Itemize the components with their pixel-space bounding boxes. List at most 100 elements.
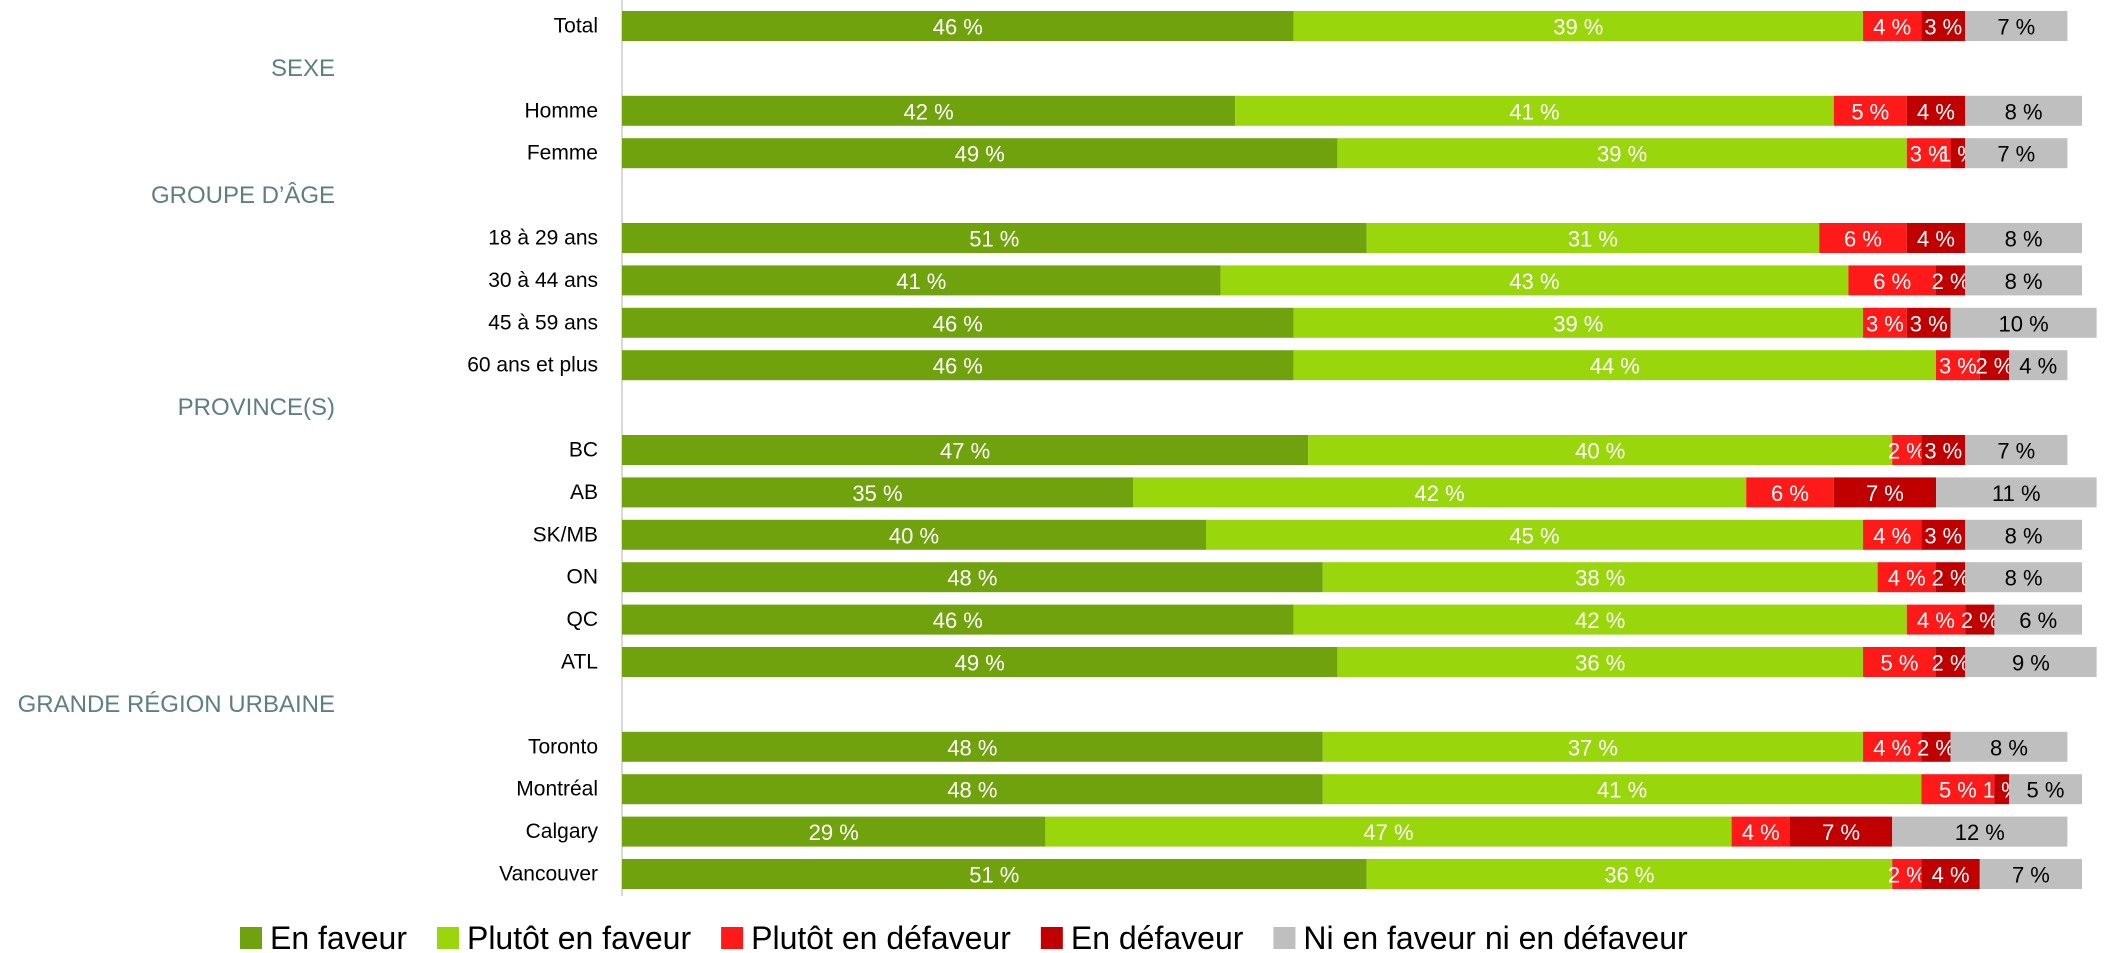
value-label: 11 % xyxy=(1992,481,2041,506)
bar-segment xyxy=(1235,95,1834,126)
value-label: 2 % xyxy=(1888,863,1926,888)
value-label: 4 % xyxy=(1873,523,1911,548)
category-label: 30 à 44 ans xyxy=(488,269,598,292)
category-label: ATL xyxy=(561,651,598,674)
category-label: 45 à 59 ans xyxy=(488,311,598,334)
value-label: 38 % xyxy=(1575,566,1625,591)
bar-segment xyxy=(2009,350,2068,381)
bar-segment xyxy=(1994,774,2009,805)
value-label: 6 % xyxy=(1873,269,1911,294)
category-label: Montréal xyxy=(516,778,598,801)
bar-segment xyxy=(1877,562,1936,593)
value-label: 36 % xyxy=(1575,651,1625,676)
value-label: 46 % xyxy=(933,311,983,336)
value-label: 8 % xyxy=(2005,523,2043,548)
bar-segment xyxy=(622,562,1323,593)
value-label: 8 % xyxy=(2005,227,2043,252)
bar-segment xyxy=(1906,95,1966,126)
value-label: 8 % xyxy=(2005,566,2043,591)
bar-segment xyxy=(2009,774,2082,805)
bar-segment xyxy=(1337,647,1863,677)
value-label: 4 % xyxy=(1917,99,1955,124)
value-label: 3 % xyxy=(1910,311,1948,336)
bar-segment xyxy=(1936,350,1980,381)
bar-segment xyxy=(1965,604,1995,635)
bar-segment xyxy=(1921,731,1951,762)
bar-segment xyxy=(622,11,1294,41)
bar-segment xyxy=(1965,265,2082,296)
category-label: ON xyxy=(567,566,599,589)
group-header: SEXE xyxy=(271,55,335,82)
value-label: 31 % xyxy=(1568,227,1618,252)
bar-segment xyxy=(622,95,1236,126)
bar-segment xyxy=(1863,11,1922,41)
value-label: 3 % xyxy=(1939,354,1977,379)
value-label: 42 % xyxy=(1575,608,1625,633)
value-label: 4 % xyxy=(1917,227,1955,252)
bar-segment xyxy=(1293,350,1936,381)
bar-segment xyxy=(622,477,1133,508)
value-label: 7 % xyxy=(2012,863,2050,888)
bar-segment xyxy=(1293,604,1907,635)
legend-swatch xyxy=(240,927,262,949)
bar-segment xyxy=(1965,223,2082,253)
bar-segment xyxy=(1906,223,1966,253)
bar-segment xyxy=(1892,435,1922,465)
value-label: 7 % xyxy=(1866,481,1904,506)
value-label: 41 % xyxy=(896,269,946,294)
value-label: 39 % xyxy=(1553,15,1603,40)
bar-segment xyxy=(1921,859,1980,889)
category-label: Total xyxy=(554,15,598,38)
value-label: 47 % xyxy=(940,439,990,464)
bar-segment xyxy=(1206,519,1863,550)
category-label: Homme xyxy=(524,99,598,122)
bar-segment xyxy=(1863,307,1907,338)
value-label: 5 % xyxy=(1881,651,1919,676)
value-label: 49 % xyxy=(955,651,1005,676)
bar-segment xyxy=(1979,350,2009,381)
value-label: 6 % xyxy=(1844,227,1882,252)
bar-segment xyxy=(1921,11,1966,41)
bar-segment xyxy=(622,350,1294,381)
bar-segment xyxy=(1965,138,2068,169)
value-label: 4 % xyxy=(2019,354,2057,379)
bar-segment xyxy=(1833,477,1936,508)
bar-segment xyxy=(1731,816,1790,847)
bar-segment xyxy=(622,307,1294,338)
category-label: 18 à 29 ans xyxy=(488,227,598,250)
value-label: 5 % xyxy=(2027,778,2065,803)
value-label: 4 % xyxy=(1932,863,1970,888)
bar-segment xyxy=(1965,11,2068,41)
bar-segment xyxy=(1936,265,1966,296)
value-label: 40 % xyxy=(1575,439,1625,464)
bar-segment xyxy=(1790,816,1893,847)
value-label: 46 % xyxy=(933,608,983,633)
value-label: 40 % xyxy=(889,523,939,548)
value-label: 51 % xyxy=(969,227,1019,252)
value-label: 49 % xyxy=(955,142,1005,167)
category-label: QC xyxy=(567,608,599,631)
legend-label: Ni en faveur ni en défaveur xyxy=(1303,920,1688,953)
bar-segment xyxy=(1220,265,1849,296)
value-label: 2 % xyxy=(1932,651,1970,676)
bar-segment xyxy=(1994,604,2082,635)
legend-label: Plutôt en défaveur xyxy=(751,920,1011,953)
legend-label: En défaveur xyxy=(1071,920,1244,953)
value-label: 12 % xyxy=(1955,820,2005,845)
bar-segment xyxy=(622,816,1046,847)
value-label: 7 % xyxy=(1822,820,1860,845)
value-label: 4 % xyxy=(1873,15,1911,40)
bar-segment xyxy=(622,647,1338,677)
group-header: GROUPE D’ÂGE xyxy=(151,182,335,209)
bar-segment xyxy=(1308,435,1893,465)
legend-swatch xyxy=(1040,927,1063,949)
bar-segment xyxy=(622,265,1221,296)
bar-segment xyxy=(1293,307,1863,338)
bar-segment xyxy=(1322,774,1922,805)
value-label: 2 % xyxy=(1961,608,1999,633)
value-label: 2 % xyxy=(1932,269,1970,294)
value-label: 7 % xyxy=(1997,15,2035,40)
bar-segment xyxy=(1965,95,2082,126)
category-label: BC xyxy=(569,439,598,462)
